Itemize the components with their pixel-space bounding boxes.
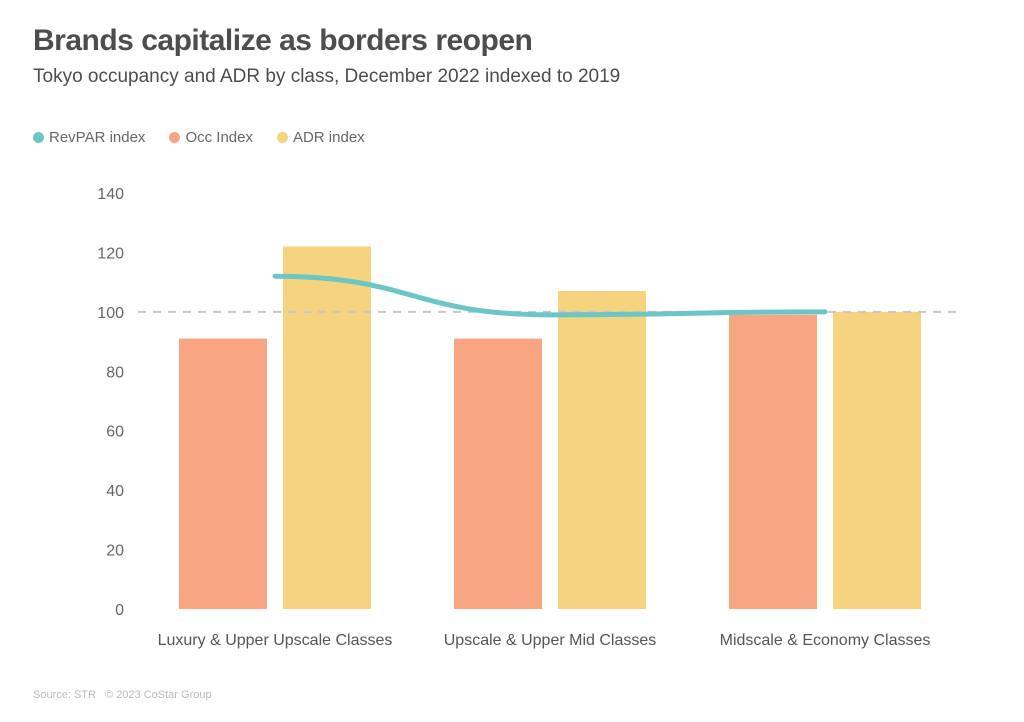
legend-swatch-revpar — [33, 132, 44, 143]
chart-title: Brands capitalize as borders reopen — [33, 24, 533, 57]
x-tick-label-1: Luxury & Upper Upscale Classes — [158, 632, 393, 649]
y-tick-label-100: 100 — [97, 305, 124, 322]
legend-label-occ: Occ Index — [185, 129, 253, 146]
legend-label-revpar: RevPAR index — [49, 129, 146, 146]
copyright-text: © 2023 CoStar Group — [105, 689, 212, 701]
bar-occ-index-3 — [729, 314, 817, 609]
y-tick-label-0: 0 — [115, 602, 124, 619]
legend: RevPAR index Occ Index ADR index — [33, 129, 389, 146]
y-tick-label-120: 120 — [97, 245, 124, 262]
bar-occ-index-2 — [454, 338, 542, 609]
y-tick-label-20: 20 — [106, 543, 124, 560]
y-tick-label-40: 40 — [106, 483, 124, 500]
y-tick-label-140: 140 — [97, 186, 124, 203]
source-text: Source: STR — [33, 689, 96, 701]
chart-subtitle: Tokyo occupancy and ADR by class, Decemb… — [33, 66, 621, 87]
source-note: Source: STR © 2023 CoStar Group — [33, 689, 218, 701]
legend-swatch-adr — [276, 132, 288, 143]
legend-item-revpar: RevPAR index — [33, 129, 145, 146]
x-tick-label-3: Midscale & Economy Classes — [720, 632, 931, 649]
bar-adr-index-2 — [558, 291, 646, 609]
bar-adr-index-3 — [833, 311, 921, 609]
legend-label-adr: ADR index — [292, 129, 365, 146]
bar-occ-index-1 — [179, 338, 267, 609]
bar-adr-index-1 — [283, 246, 371, 609]
y-tick-label-80: 80 — [106, 364, 124, 381]
legend-item-occ: Occ Index — [169, 129, 253, 146]
line-revpar-index — [272, 273, 828, 318]
legend-swatch-occ — [169, 132, 181, 143]
x-tick-label-2: Upscale & Upper Mid Classes — [444, 632, 657, 649]
y-tick-label-60: 60 — [106, 424, 124, 441]
legend-item-adr: ADR index — [276, 129, 365, 146]
